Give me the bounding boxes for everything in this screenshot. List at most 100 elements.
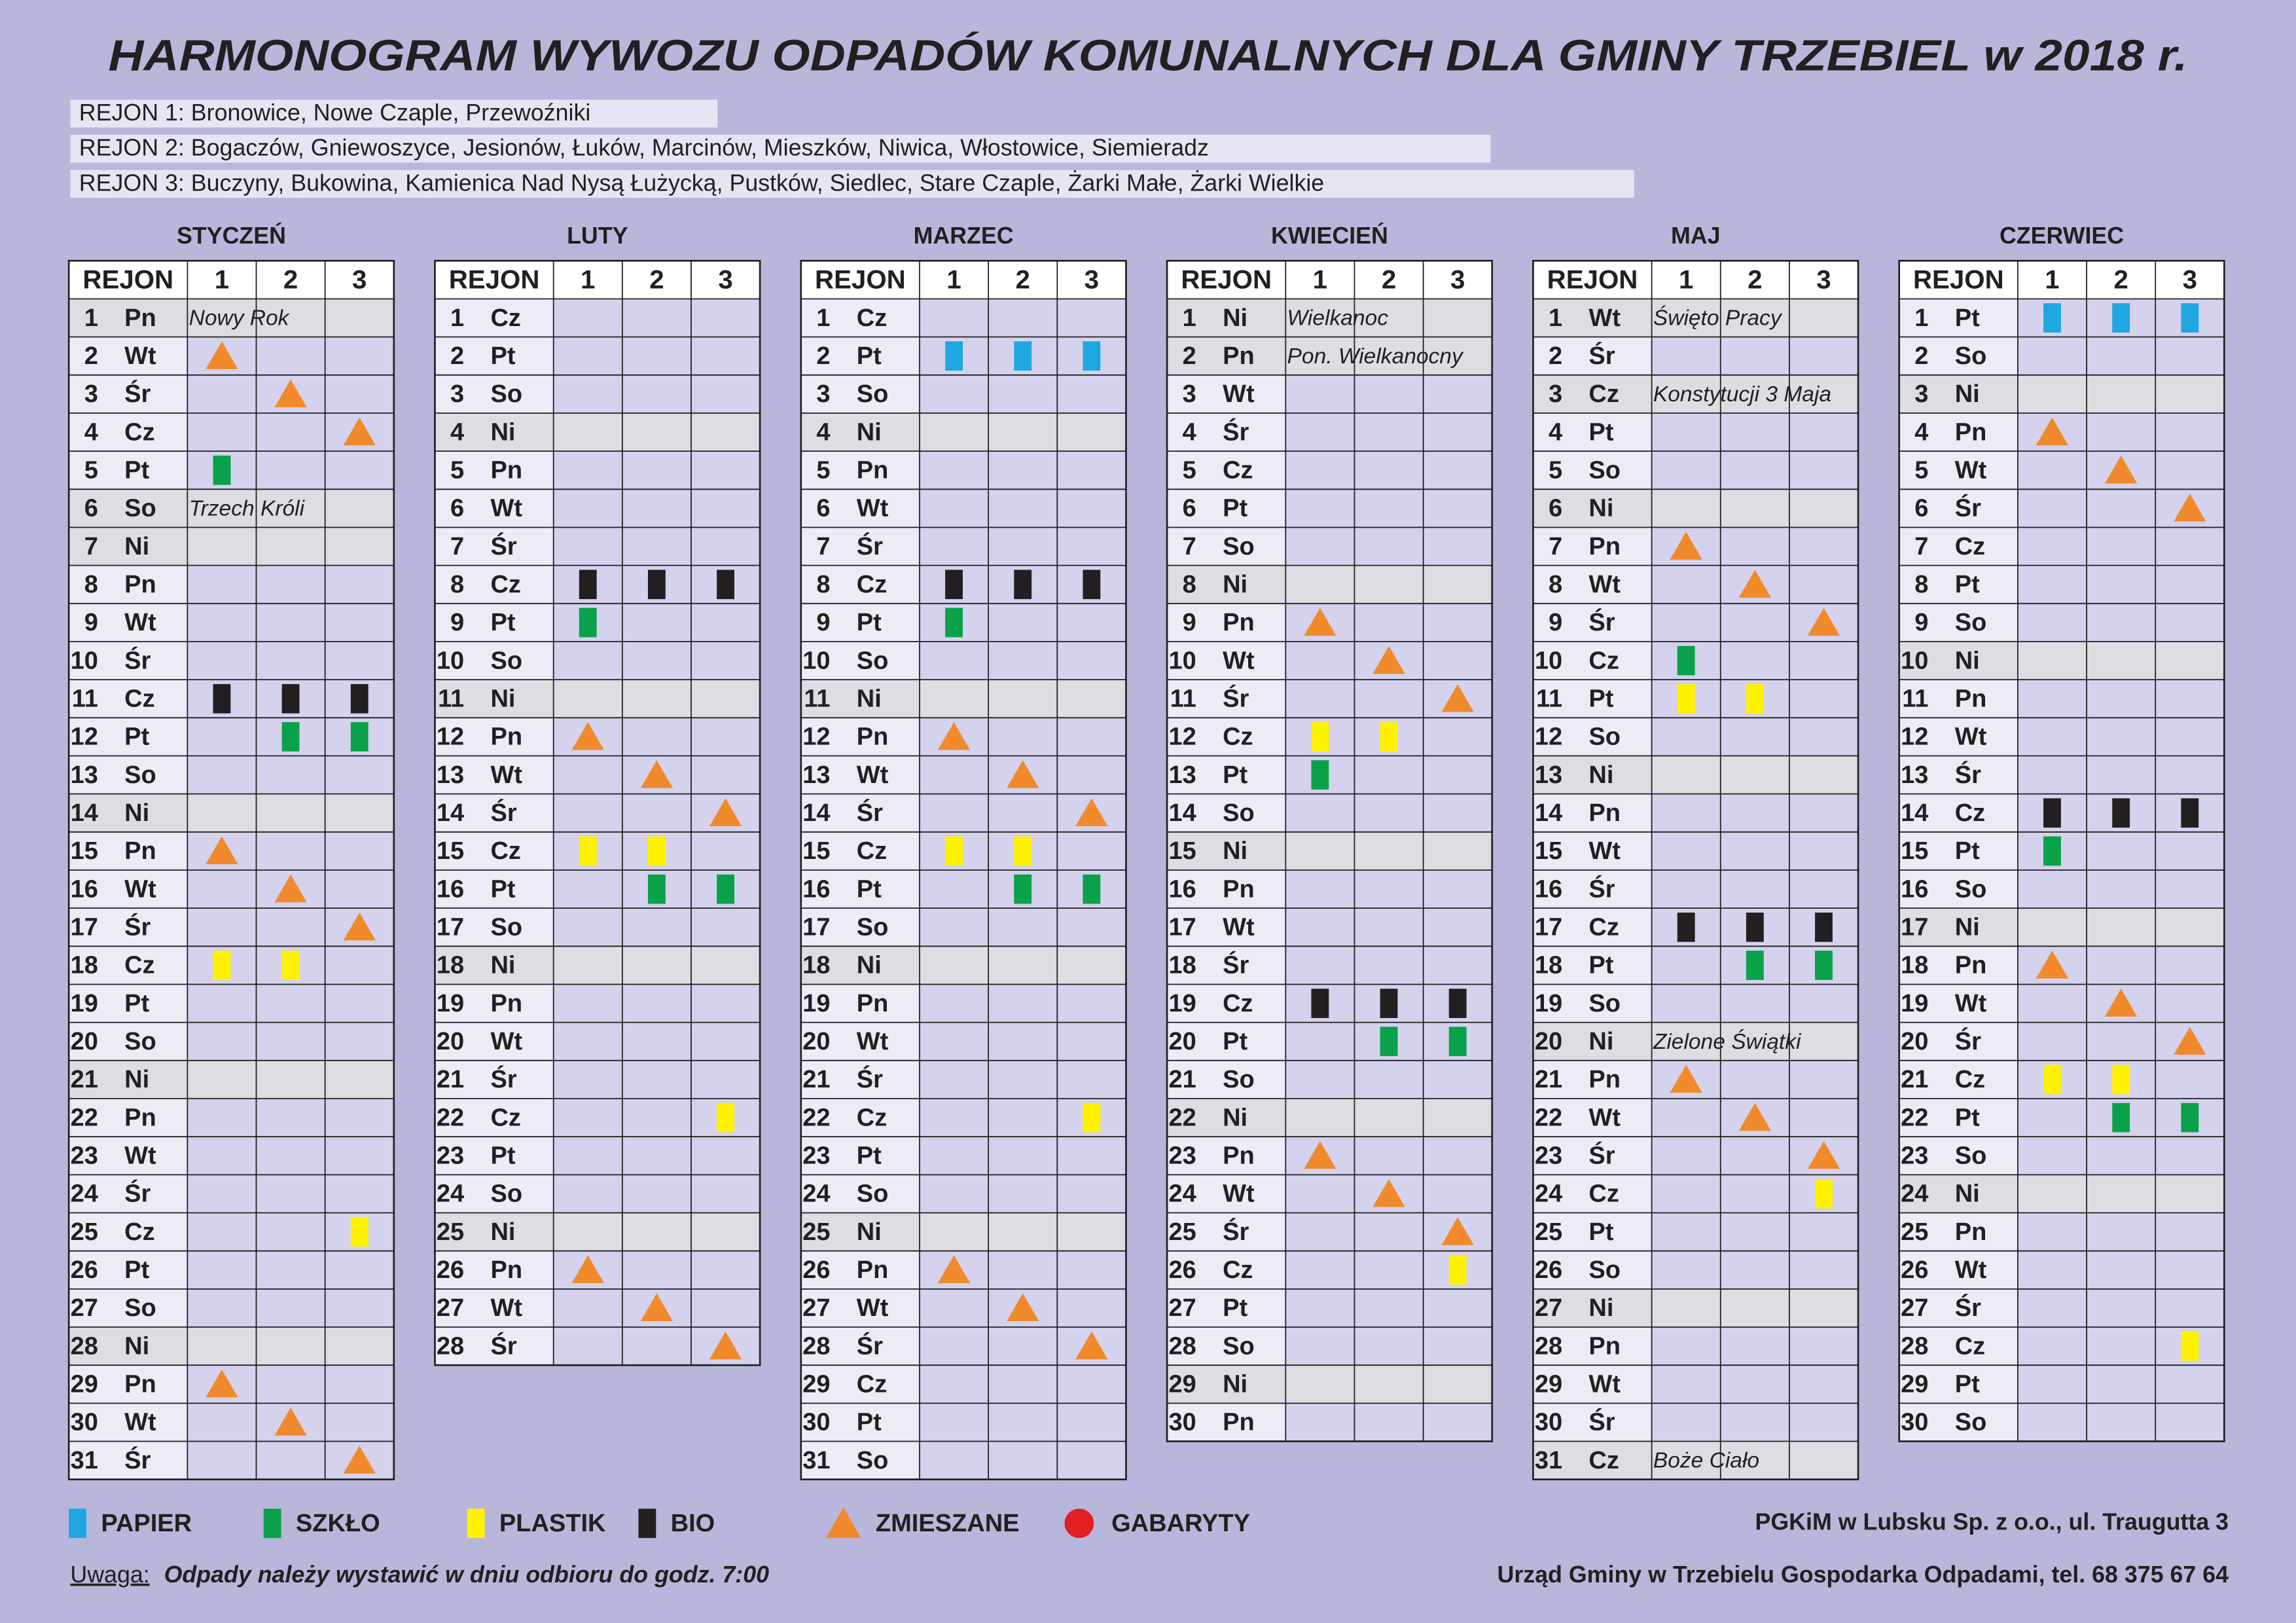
row-shade bbox=[800, 680, 1126, 718]
day-number: 30 bbox=[71, 1409, 98, 1436]
header-cell: 3 bbox=[2183, 264, 2197, 294]
day-cell bbox=[69, 946, 188, 985]
waste-mark bbox=[1746, 912, 1764, 942]
weekday: Ni bbox=[124, 1332, 149, 1360]
row-shade bbox=[1533, 299, 1859, 337]
day-number: 29 bbox=[1169, 1371, 1196, 1398]
waste-mark bbox=[274, 1408, 307, 1436]
day-cell bbox=[1899, 831, 2018, 870]
day-number: 3 bbox=[450, 380, 464, 408]
day-cell bbox=[1167, 1213, 1286, 1251]
day-number: 21 bbox=[1535, 1066, 1562, 1093]
day-number: 21 bbox=[437, 1066, 464, 1093]
day-number: 4 bbox=[816, 418, 830, 446]
holiday-note: Wielkanoc bbox=[1287, 306, 1389, 331]
weekday: Śr bbox=[1955, 760, 1981, 789]
day-cell bbox=[435, 489, 554, 528]
day-cell bbox=[435, 831, 554, 870]
day-number: 16 bbox=[71, 875, 98, 903]
waste-mark bbox=[709, 798, 742, 826]
day-number: 4 bbox=[84, 418, 98, 446]
weekday: Pn bbox=[1588, 533, 1621, 560]
day-number: 29 bbox=[1901, 1371, 1928, 1398]
region-cells bbox=[187, 1288, 394, 1328]
region-cells bbox=[919, 299, 1126, 337]
weekday: Cz bbox=[490, 304, 520, 332]
weekday: Pn bbox=[1223, 342, 1255, 370]
holiday-note: Trzech Króli bbox=[189, 496, 306, 520]
weekday: Pt bbox=[1588, 952, 1613, 979]
region-cells bbox=[1651, 412, 1859, 452]
region-cells bbox=[553, 1175, 761, 1213]
table-border bbox=[1532, 259, 1859, 1481]
day-cell bbox=[69, 374, 188, 413]
day-cell bbox=[1167, 451, 1286, 490]
region-cells bbox=[919, 1403, 1126, 1442]
region-cells bbox=[2017, 527, 2225, 566]
day-number: 24 bbox=[1169, 1180, 1196, 1208]
day-number: 7 bbox=[816, 533, 830, 560]
waste-mark bbox=[1746, 951, 1764, 980]
day-cell bbox=[69, 869, 188, 909]
region-cells bbox=[187, 1099, 394, 1137]
waste-mark bbox=[2181, 798, 2199, 828]
day-number: 5 bbox=[1183, 457, 1196, 484]
region-cells bbox=[1651, 718, 1859, 756]
region-cells bbox=[2017, 1213, 2225, 1251]
day-number: 24 bbox=[71, 1180, 98, 1208]
waste-mark bbox=[2181, 303, 2199, 333]
weekday: Cz bbox=[1588, 380, 1619, 408]
day-cell bbox=[800, 718, 920, 756]
day-number: 6 bbox=[1183, 495, 1196, 522]
day-cell bbox=[69, 984, 188, 1023]
day-cell bbox=[69, 756, 188, 794]
weekday: Ni bbox=[124, 799, 149, 827]
day-number: 25 bbox=[71, 1218, 98, 1246]
waste-mark bbox=[2043, 798, 2061, 828]
weekday: Pt bbox=[490, 1142, 515, 1170]
row-shade bbox=[1533, 374, 1859, 413]
weekday: So bbox=[857, 380, 889, 408]
day-cell bbox=[1899, 1099, 2018, 1137]
weekday: Wt bbox=[124, 609, 156, 636]
day-cell bbox=[1533, 1213, 1652, 1251]
region-cells bbox=[1651, 337, 1859, 375]
day-cell bbox=[1167, 793, 1286, 832]
day-cell bbox=[1533, 1060, 1652, 1099]
weekday: Wt bbox=[857, 495, 889, 522]
day-cell bbox=[1167, 1288, 1286, 1328]
waste-mark bbox=[1448, 989, 1467, 1018]
region-cells bbox=[2017, 1365, 2225, 1404]
day-number: 2 bbox=[1183, 342, 1196, 370]
day-number: 1 bbox=[84, 304, 98, 332]
header-row bbox=[1167, 261, 1492, 299]
day-number: 27 bbox=[437, 1294, 464, 1322]
region-cells bbox=[187, 603, 394, 642]
day-cell bbox=[1899, 603, 2018, 642]
day-cell bbox=[1167, 946, 1286, 985]
region-cells bbox=[2017, 718, 2225, 756]
day-number: 21 bbox=[802, 1066, 830, 1093]
day-cell bbox=[435, 1060, 554, 1099]
header-cell: 2 bbox=[2113, 264, 2128, 294]
region-line: REJON 1: Bronowice, Nowe Czaple, Przewoź… bbox=[79, 100, 591, 126]
legend-label: BIO bbox=[671, 1510, 715, 1537]
day-number: 13 bbox=[1535, 761, 1562, 789]
row-shade bbox=[69, 489, 394, 528]
weekday: Wt bbox=[857, 761, 889, 789]
day-number: 11 bbox=[1536, 685, 1562, 713]
day-number: 20 bbox=[1169, 1028, 1196, 1055]
legend-label: PAPIER bbox=[101, 1510, 192, 1537]
waste-mark bbox=[1304, 1140, 1336, 1169]
day-number: 19 bbox=[1169, 990, 1196, 1017]
day-number: 12 bbox=[1901, 723, 1928, 751]
day-number: 10 bbox=[1535, 647, 1562, 674]
day-cell bbox=[800, 337, 920, 375]
holiday-note: Święto Pracy bbox=[1653, 305, 1783, 331]
day-cell bbox=[1533, 793, 1652, 832]
waste-mark bbox=[2112, 303, 2130, 333]
weekday: Ni bbox=[857, 952, 882, 979]
weekday: Śr bbox=[490, 1065, 516, 1093]
region-cells bbox=[553, 908, 761, 947]
waste-mark bbox=[1807, 608, 1840, 636]
